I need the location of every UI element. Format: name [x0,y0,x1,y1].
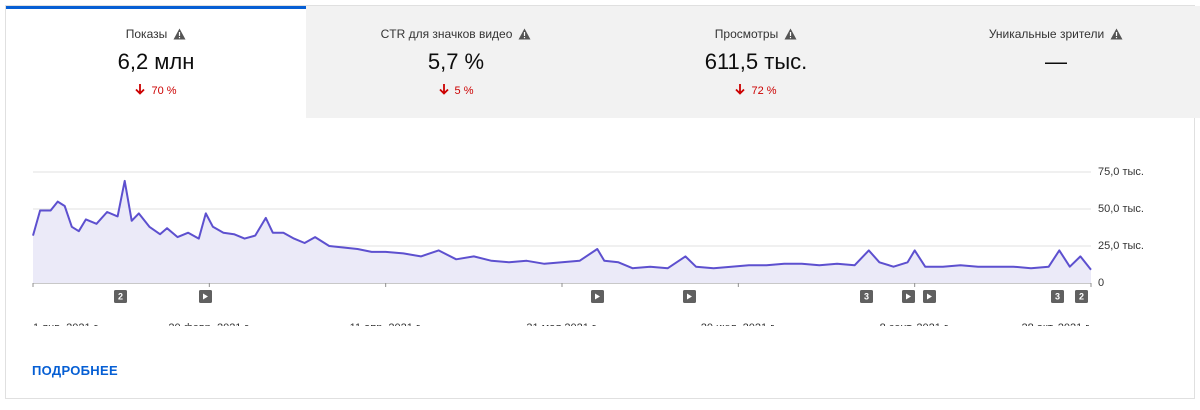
y-tick-label: 25,0 тыс. [1098,240,1144,252]
play-icon [203,293,208,300]
metric-tab[interactable]: CTR для значков видео 5,7 % 5 % [306,6,606,118]
x-tick-label: 1 янв. 2021 г. [33,322,99,326]
down-arrow [135,84,146,95]
x-tick-label: 28 окт. 2021 г. [1021,322,1091,326]
event-marker [860,290,873,303]
y-tick-label: 50,0 тыс. [1098,203,1144,215]
x-tick-label: 8 сент. 2021 г. [880,322,950,326]
tab-value: 5,7 % [427,49,485,74]
series-line [32,179,1092,271]
event-marker [1051,290,1064,303]
warning-icon [1110,28,1123,40]
tab-value: — [1045,49,1067,74]
x-tick-label: 31 мая 2021 г. [526,322,597,326]
tab-label-text: Просмотры [714,27,779,41]
tab-value: 611,5 тыс. [704,49,808,74]
analytics-card: Показы 6,2 млн 70 % CTR для значков видео 5,… [5,5,1200,399]
y-tick-label: 75,0 тыс. [1098,166,1144,178]
metric-tab[interactable]: Показы 6,2 млн 70 % [6,6,306,118]
tab-change-text: 70 % [151,85,177,97]
down-arrow [735,84,746,95]
more-link[interactable]: ПОДРОБНЕЕ [32,363,118,378]
down-arrow [438,84,449,95]
x-tick-label: 20 июл. 2021 г. [701,322,776,326]
warning-icon [784,28,797,40]
x-tick-label: 20 февр. 2021 г. [168,322,250,326]
event-marker-label: 2 [118,291,123,301]
play-icon [595,293,600,300]
tab-change: 5 % [306,84,606,97]
tab-label-text: Показы [125,27,168,41]
play-icon [927,293,932,300]
tab-change: 70 % [6,84,306,97]
event-marker [1075,290,1088,303]
area-fill [33,180,1091,283]
tab-label: Показы [6,27,306,41]
tab-change: 72 % [606,84,906,97]
tab-value: 6,2 млн [117,49,195,74]
warning-icon [173,28,186,40]
tab-change-text: 72 % [751,85,777,97]
x-tick-label: 11 апр. 2021 г. [350,322,422,326]
event-marker-label: 2 [1079,291,1084,301]
metric-tab[interactable]: Уникальные зрители — [906,6,1200,118]
event-marker-label: 3 [864,291,869,301]
metric-tab[interactable]: Просмотры 611,5 тыс. 72 % [606,6,906,118]
tab-label-text: CTR для значков видео [380,27,513,41]
tab-label-text: Уникальные зрители [988,27,1105,41]
chart: 0 25,0 тыс. 50,0 тыс. 75,0 тыс. 1 янв. 2021 … [32,166,1144,326]
tab-label: Просмотры [606,27,906,41]
tab-label: CTR для значков видео [306,27,606,41]
y-tick-label: 0 [1098,277,1104,289]
play-icon [687,293,692,300]
tab-change-text: 5 % [454,85,474,97]
event-marker-label: 3 [1055,291,1060,301]
play-icon [906,293,911,300]
tab-label: Уникальные зрители [906,27,1200,41]
event-marker [114,290,127,303]
warning-icon [518,28,531,40]
